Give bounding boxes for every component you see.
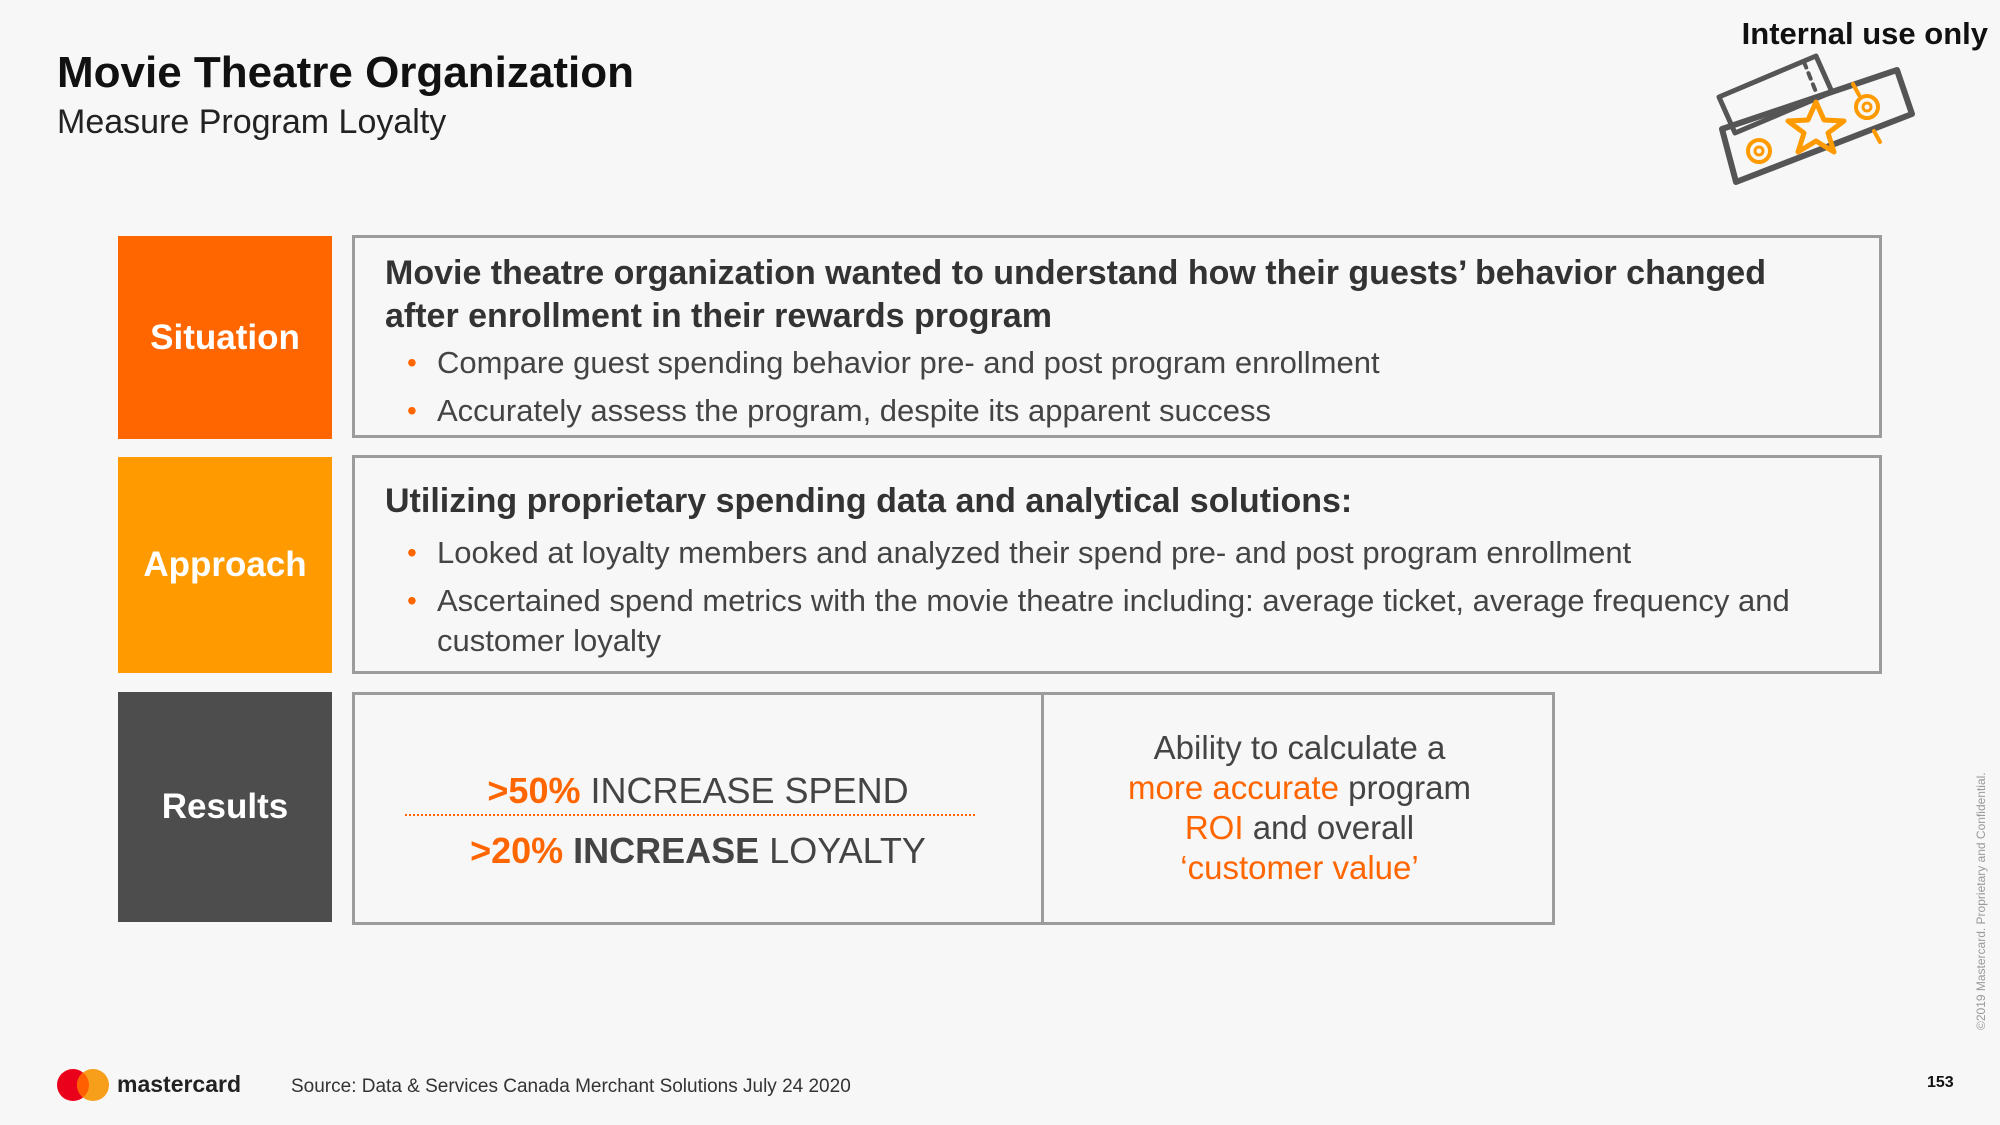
situation-bullets: Compare guest spending behavior pre- and… <box>407 343 1837 439</box>
situation-heading: Movie theatre organization wanted to und… <box>385 254 1766 335</box>
ability-highlight: more accurate <box>1128 769 1339 806</box>
approach-heading: Utilizing proprietary spending data and … <box>385 482 1353 520</box>
ability-text: program <box>1348 769 1471 806</box>
copyright-notice: ©2019 Mastercard. Proprietary and Confid… <box>1974 772 1988 1030</box>
spend-text: INCREASE SPEND <box>590 770 909 811</box>
source-note: Source: Data & Services Canada Merchant … <box>291 1076 851 1097</box>
results-box: >50% INCREASE SPEND >20% INCREASE LOYALT… <box>352 692 1555 925</box>
ability-highlight: ‘customer value’ <box>1180 849 1419 886</box>
loyalty-text: LOYALTY <box>769 830 926 871</box>
loyalty-bold-text: INCREASE <box>573 830 760 871</box>
ability-text: Ability to calculate a <box>1153 729 1446 766</box>
list-item: Compare guest spending behavior pre- and… <box>407 343 1837 383</box>
page-number: 153 <box>1927 1074 1954 1091</box>
list-item: Accurately assess the program, despite i… <box>407 391 1837 431</box>
list-item: Ascertained spend metrics with the movie… <box>407 581 1837 661</box>
list-item: Looked at loyalty members and analyzed t… <box>407 533 1837 573</box>
spend-metric: >50% INCREASE SPEND <box>355 770 1041 812</box>
approach-box: Utilizing proprietary spending data and … <box>352 455 1882 674</box>
ability-statement: Ability to calculate a more accurate pro… <box>1044 728 1555 888</box>
results-label: Results <box>118 692 332 922</box>
results-column-divider <box>1041 695 1044 922</box>
loyalty-metric: >20% INCREASE LOYALTY <box>355 830 1041 872</box>
page-subtitle: Measure Program Loyalty <box>57 103 447 141</box>
spend-percent: >50% <box>487 770 581 811</box>
brand-name: mastercard <box>117 1071 242 1097</box>
internal-use-label: Internal use only <box>1741 16 1988 51</box>
situation-label: Situation <box>118 236 332 439</box>
approach-bullets: Looked at loyalty members and analyzed t… <box>407 533 1837 669</box>
approach-label: Approach <box>118 457 332 673</box>
mastercard-logo-icon <box>57 1069 109 1101</box>
loyalty-percent: >20% <box>470 830 564 871</box>
ticket-star-icon <box>1716 53 1915 185</box>
ability-highlight: ROI <box>1184 809 1244 846</box>
page-title: Movie Theatre Organization <box>57 48 634 97</box>
ability-text: and overall <box>1252 809 1415 846</box>
situation-box: Movie theatre organization wanted to und… <box>352 235 1882 438</box>
metric-divider <box>405 814 975 816</box>
